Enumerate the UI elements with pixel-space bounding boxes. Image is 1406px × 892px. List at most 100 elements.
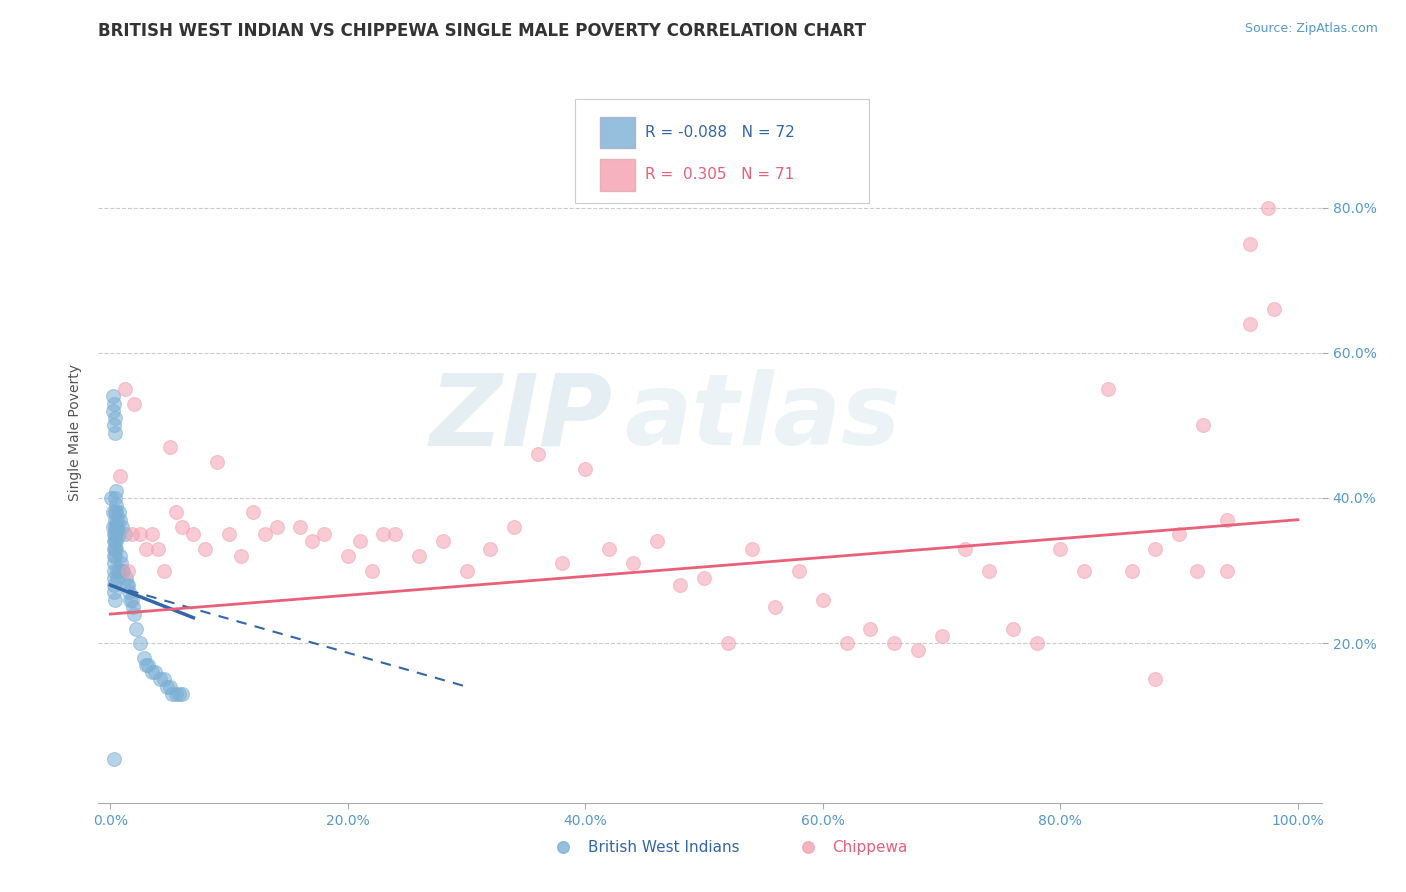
- Point: [104, 541, 127, 556]
- Point: [105, 541, 128, 556]
- Point: [290, 520, 312, 534]
- Point: [1215, 513, 1237, 527]
- Point: [149, 673, 172, 687]
- Point: [479, 541, 502, 556]
- Point: [1097, 382, 1119, 396]
- Point: [835, 636, 858, 650]
- Point: [574, 462, 596, 476]
- Point: [183, 527, 205, 541]
- Point: [931, 629, 953, 643]
- Point: [135, 657, 157, 672]
- Point: [242, 506, 264, 520]
- Point: [117, 578, 139, 592]
- Point: [170, 687, 193, 701]
- Point: [114, 571, 136, 585]
- Point: [103, 585, 125, 599]
- Point: [312, 527, 335, 541]
- Point: [101, 404, 124, 418]
- Point: [669, 578, 692, 592]
- Point: [218, 527, 240, 541]
- Point: [107, 564, 129, 578]
- Point: [194, 541, 217, 556]
- Point: [336, 549, 359, 563]
- Point: [101, 520, 124, 534]
- Point: [977, 564, 1000, 578]
- Point: [432, 534, 454, 549]
- Point: [1025, 636, 1047, 650]
- Point: [787, 564, 810, 578]
- Point: [121, 592, 143, 607]
- Point: [1049, 541, 1071, 556]
- Point: [205, 455, 228, 469]
- Point: [112, 564, 135, 578]
- Point: [717, 636, 740, 650]
- Point: [645, 534, 668, 549]
- Point: [1001, 622, 1024, 636]
- Y-axis label: Single Male Poverty: Single Male Poverty: [69, 364, 83, 501]
- Point: [1168, 527, 1191, 541]
- Point: [1215, 564, 1237, 578]
- Point: [100, 491, 122, 505]
- Point: [1121, 564, 1143, 578]
- Point: [1185, 564, 1208, 578]
- Point: [152, 564, 174, 578]
- Point: [135, 541, 157, 556]
- Point: [101, 506, 124, 520]
- Text: Source: ZipAtlas.com: Source: ZipAtlas.com: [1244, 22, 1378, 36]
- Point: [859, 622, 882, 636]
- Point: [108, 469, 131, 483]
- Point: [266, 520, 288, 534]
- Text: Chippewa: Chippewa: [832, 839, 908, 855]
- Point: [1192, 418, 1215, 433]
- Point: [107, 506, 129, 520]
- Point: [1239, 317, 1261, 331]
- Point: [104, 513, 127, 527]
- Point: [117, 564, 139, 578]
- Point: [456, 564, 478, 578]
- Point: [136, 657, 159, 672]
- Point: [103, 752, 125, 766]
- Point: [763, 599, 786, 614]
- Point: [129, 636, 152, 650]
- Text: British West Indians: British West Indians: [588, 839, 740, 855]
- Point: [1263, 302, 1285, 317]
- Text: atlas: atlas: [624, 369, 901, 467]
- Point: [108, 549, 131, 563]
- Point: [693, 571, 716, 585]
- Point: [811, 592, 834, 607]
- Point: [104, 520, 127, 534]
- Point: [103, 571, 125, 585]
- Point: [121, 599, 143, 614]
- Point: [105, 498, 128, 512]
- Point: [132, 650, 155, 665]
- Point: [103, 534, 125, 549]
- Point: [103, 564, 125, 578]
- Point: [101, 389, 124, 403]
- Point: [152, 673, 174, 687]
- Point: [141, 665, 163, 680]
- Point: [1073, 564, 1095, 578]
- Point: [122, 607, 145, 621]
- Point: [114, 382, 136, 396]
- Point: [1144, 673, 1167, 687]
- Point: [229, 549, 252, 563]
- Point: [104, 506, 127, 520]
- Point: [408, 549, 430, 563]
- Point: [104, 425, 127, 440]
- Text: R = -0.088   N = 72: R = -0.088 N = 72: [645, 125, 794, 140]
- Point: [103, 396, 125, 410]
- Point: [107, 513, 129, 527]
- Point: [170, 520, 193, 534]
- Point: [141, 527, 163, 541]
- Point: [165, 687, 187, 701]
- Point: [125, 622, 148, 636]
- Point: [156, 680, 179, 694]
- Point: [104, 592, 127, 607]
- Point: [105, 527, 128, 541]
- Point: [146, 541, 169, 556]
- Point: [360, 564, 382, 578]
- Point: [883, 636, 905, 650]
- Point: [103, 418, 125, 433]
- Point: [621, 556, 644, 570]
- Point: [105, 520, 128, 534]
